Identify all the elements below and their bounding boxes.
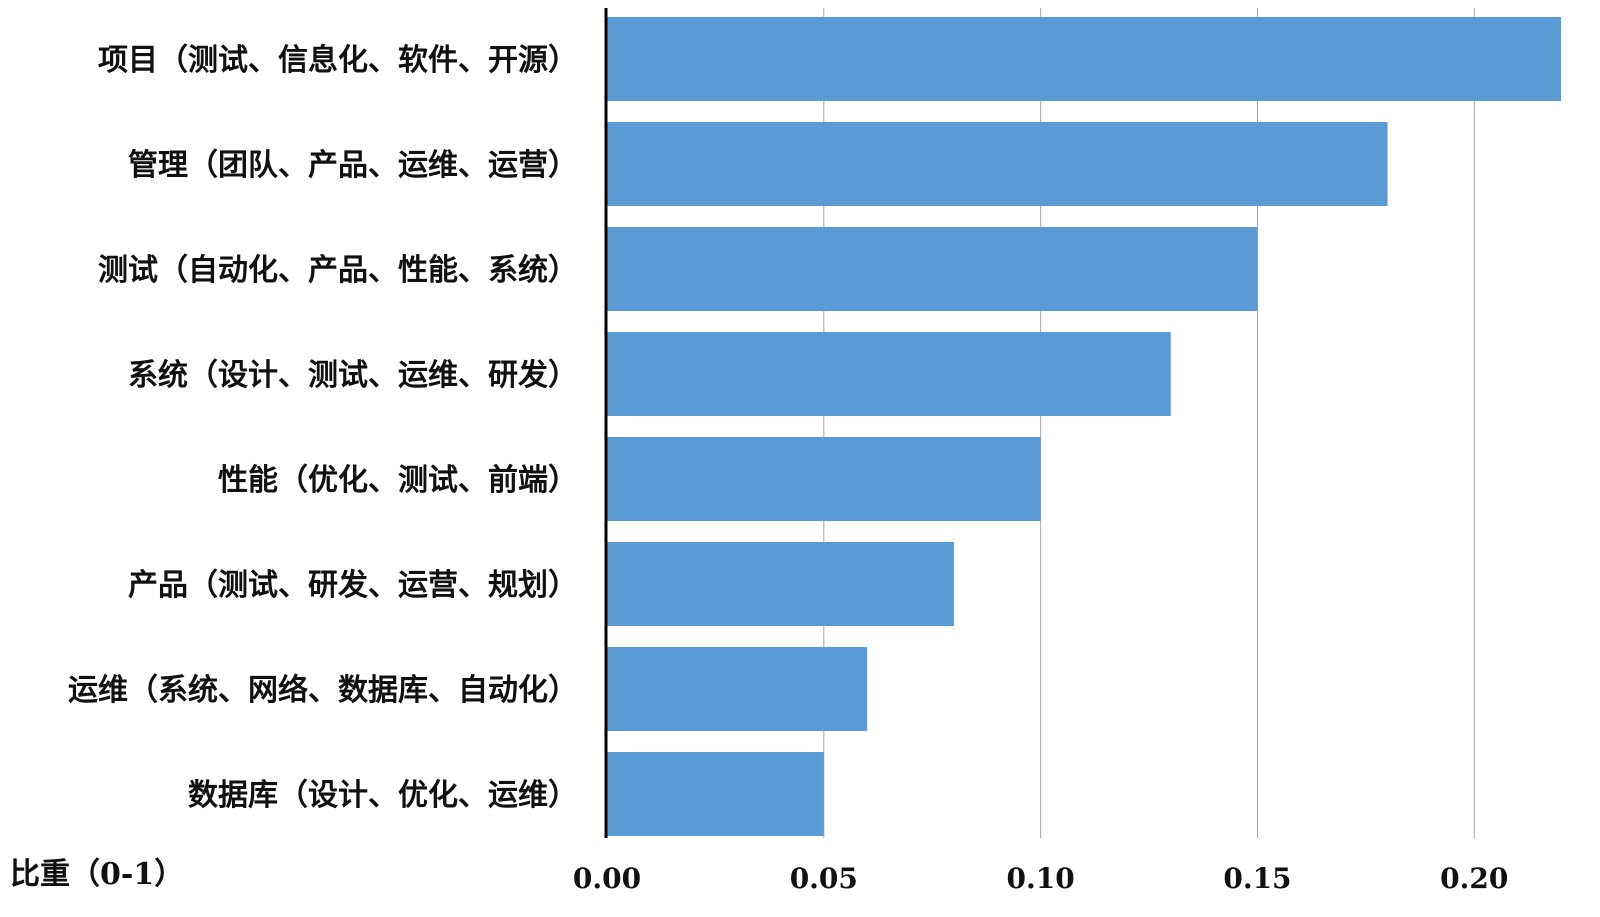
x-tick-label: 0.10: [1007, 862, 1075, 895]
category-label: 运维（系统、网络、数据库、自动化）: [68, 673, 578, 708]
category-label: 项目（测试、信息化、软件、开源）: [98, 43, 578, 78]
category-label: 测试（自动化、产品、性能、系统）: [98, 253, 578, 288]
category-label: 产品（测试、研发、运营、规划）: [128, 568, 578, 603]
bar: [607, 647, 868, 731]
bar: [607, 542, 954, 626]
x-axis-title: 比重（0-1）: [10, 857, 184, 892]
x-tick-label: 0.00: [573, 862, 641, 895]
x-tick-label: 0.15: [1223, 862, 1291, 895]
x-tick-label: 0.20: [1440, 862, 1508, 895]
bar: [607, 332, 1171, 416]
bar: [607, 437, 1041, 521]
category-label: 管理（团队、产品、运维、运营）: [128, 148, 578, 183]
category-labels: 项目（测试、信息化、软件、开源） 管理（团队、产品、运维、运营） 测试（自动化、产品…: [68, 43, 578, 813]
bar: [607, 752, 824, 836]
x-tick-label: 0.05: [790, 862, 858, 895]
category-label: 数据库（设计、优化、运维）: [188, 778, 578, 813]
bars: [607, 17, 1561, 836]
category-label: 性能（优化、测试、前端）: [218, 463, 578, 498]
x-tick-labels: 0.00 0.05 0.10 0.15 0.20: [573, 862, 1508, 895]
bar: [607, 17, 1561, 101]
bar: [607, 227, 1258, 311]
bar: [607, 122, 1388, 206]
category-label: 系统（设计、测试、运维、研发）: [128, 358, 578, 393]
